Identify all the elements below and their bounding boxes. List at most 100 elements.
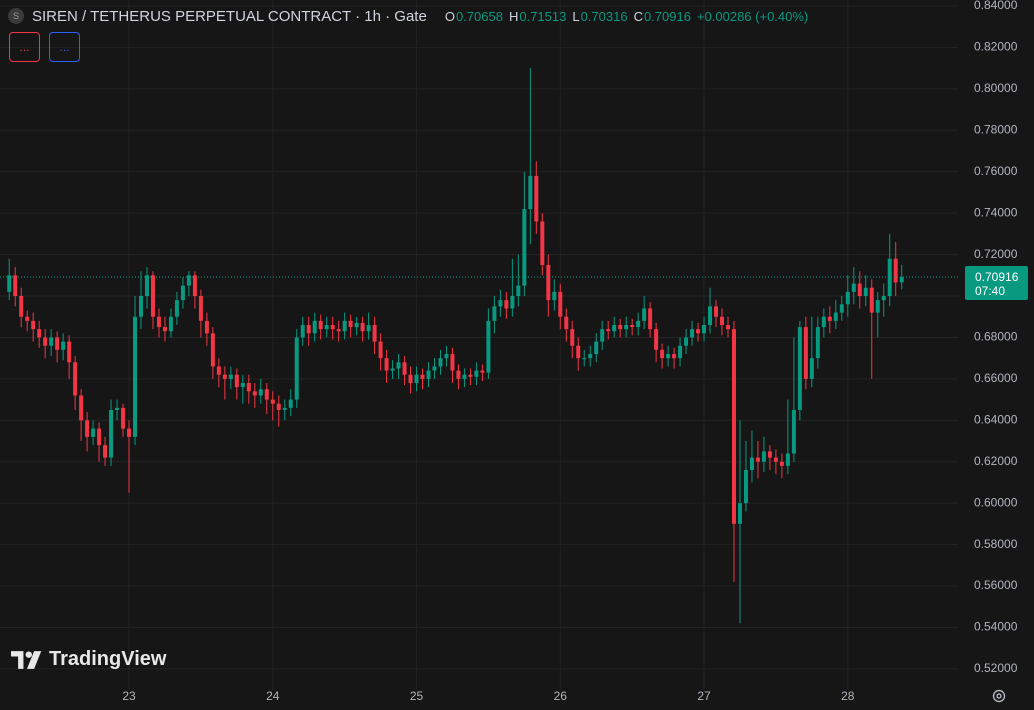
candle-body [210,333,215,367]
candle-body [702,325,707,334]
candle-body [791,409,796,454]
candle-body [504,300,509,309]
candle-body [282,407,287,410]
candle-body [600,329,605,342]
candle-body [869,287,874,313]
candle-body [97,428,102,446]
indicator-button[interactable]: ... [49,32,80,62]
candle-body [150,275,155,317]
watermark-text: TradingView [49,648,167,670]
candle-body [426,370,431,379]
indicator-button[interactable]: ... [9,32,40,62]
candle-body [342,320,347,332]
candle-body [887,258,892,297]
settings-icon[interactable] [991,688,1007,704]
candle-body [330,325,335,330]
x-tick-label: 27 [697,689,711,703]
y-tick-label: 0.58000 [974,537,1018,551]
candle-body [462,374,467,379]
y-tick-label: 0.52000 [974,661,1018,675]
candle-body [636,320,641,328]
candle-body [785,453,790,466]
candle-body [300,325,305,338]
candle-body [857,283,862,297]
candle-body [390,368,395,371]
candle-body [396,362,401,369]
y-tick-label: 0.72000 [974,247,1018,261]
candle-body [121,407,126,429]
candle-body [204,320,209,334]
y-tick-label: 0.64000 [974,412,1018,426]
candle-body [630,325,635,328]
candle-body [402,362,407,375]
candle-body [558,291,563,317]
y-tick-label: 0.80000 [974,81,1018,95]
candle-body [660,349,665,359]
y-tick-label: 0.68000 [974,330,1018,344]
candle-body [618,325,623,330]
last-price-box [965,266,1028,301]
candle-body [570,329,575,346]
ohlc-label: O [444,8,455,24]
candle-body [708,306,713,326]
watermark: TradingView [11,648,166,671]
x-tick-label: 23 [122,689,136,703]
candle-body [534,175,539,222]
countdown-label: 07:40 [975,284,1005,298]
x-tick-label: 26 [554,689,568,703]
candle-body [875,300,880,313]
candle-body [678,345,683,359]
candle-body [43,337,48,346]
candle-body [761,451,766,462]
candle-body [827,316,832,321]
candle-body [474,370,479,377]
candle-body [372,325,377,342]
y-tick-label: 0.62000 [974,454,1018,468]
ohlc-value: 0.71513 [519,8,567,24]
candle-body [85,420,90,437]
symbol-title[interactable]: SIREN / TETHERUS PERPETUAL CONTRACT · 1h… [32,7,427,25]
candle-body [318,320,323,330]
candle-body [720,316,725,326]
candle-body [103,445,108,458]
candle-body [156,316,161,328]
candle-body [510,296,515,309]
candle-body [19,296,24,317]
x-tick-label: 28 [841,689,855,703]
candle-body [803,327,808,379]
candle-body [839,304,844,313]
candle-body [162,327,167,332]
candle-body [450,354,455,371]
candle-body [540,221,545,265]
candle-body [133,316,138,437]
candle-body [456,370,461,379]
ohlc-value: 0.70316 [580,8,628,24]
ohlc-label: C [633,8,643,24]
candle-body [612,325,617,332]
ohlc-label: L [572,8,580,24]
candle-body [240,383,245,388]
candle-body [672,354,677,359]
candle-body [420,374,425,379]
candle-body [468,374,473,377]
candle-body [881,296,886,301]
candle-body [552,291,557,301]
y-tick-label: 0.56000 [974,578,1018,592]
candle-body [234,374,239,388]
last-price-label: 0.70916 [975,270,1019,284]
candle-body [516,285,521,297]
y-tick-label: 0.82000 [974,40,1018,54]
candle-body [246,383,251,392]
candle-body [324,325,329,330]
candle-body [899,277,904,283]
candle-body [216,366,221,375]
candle-body [384,358,389,371]
candle-body [725,325,730,330]
candle-body [198,296,203,321]
watermark-icon [11,650,42,669]
candle-body [61,341,66,350]
candle-body [833,312,838,321]
ohlc-value: 0.70658 [455,8,503,24]
candle-body [144,275,149,297]
